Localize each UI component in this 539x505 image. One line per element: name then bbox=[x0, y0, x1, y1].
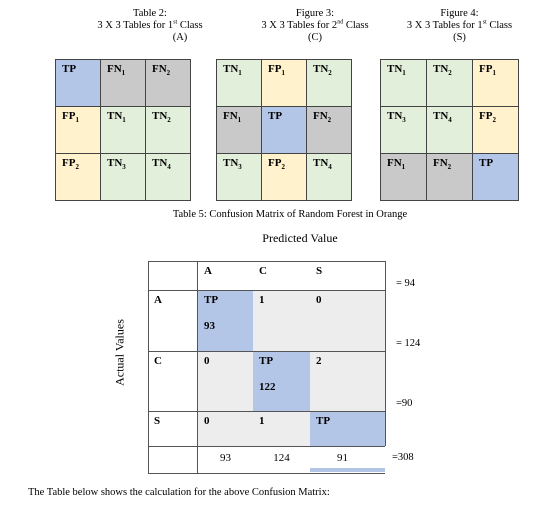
mini-cell: FN2 bbox=[146, 60, 191, 107]
predicted-value-label: Predicted Value bbox=[262, 231, 338, 245]
mini-cell: TN3 bbox=[381, 107, 427, 154]
cell-a-s: 0 bbox=[316, 294, 322, 306]
mini-cell: FP2 bbox=[56, 154, 101, 201]
col-total-a: 93 bbox=[220, 452, 231, 464]
mini-cell: TN1 bbox=[217, 60, 262, 107]
mini-cell: TP bbox=[262, 107, 307, 154]
col-header-a: A bbox=[204, 265, 212, 277]
mini-cell: TN4 bbox=[427, 107, 473, 154]
mini-cell: TP bbox=[56, 60, 101, 107]
mini-cell: FP2 bbox=[473, 107, 519, 154]
col-total-s: 91 bbox=[337, 452, 348, 464]
row-header-a: A bbox=[154, 294, 162, 306]
cell-c-s: 2 bbox=[316, 355, 322, 367]
tp-cell-a: TP 93 bbox=[198, 291, 253, 352]
col-header-s: S bbox=[316, 265, 323, 277]
mini-cell: FN1 bbox=[217, 107, 262, 154]
cell-c-a: 0 bbox=[204, 355, 210, 367]
grand-total: =308 bbox=[392, 452, 414, 463]
table5-caption: Table 5: Confusion Matrix of Random Fore… bbox=[172, 209, 408, 220]
mini-cell: FN1 bbox=[381, 154, 427, 201]
mini-cell: FP1 bbox=[262, 60, 307, 107]
row-total-s: =90 bbox=[396, 398, 413, 409]
tp-cell-s: TP bbox=[310, 412, 385, 446]
bg-row-a bbox=[253, 291, 385, 352]
table-c-grid: TN1 FP1 TN2 FN1 TP FN2 TN3 FP2 TN4 bbox=[216, 59, 352, 201]
mini-cell: FP1 bbox=[473, 60, 519, 107]
row-total-c: = 124 bbox=[396, 338, 421, 349]
mini-cell: FN1 bbox=[101, 60, 146, 107]
mini-cell: TP bbox=[473, 154, 519, 201]
bg-row-c-right bbox=[310, 352, 385, 412]
table2-caption: Table 2: 3 X 3 Tables for 1st Class (A) bbox=[97, 8, 203, 43]
row-header-c: C bbox=[154, 355, 162, 367]
cell-s-a: 0 bbox=[204, 415, 210, 427]
mini-cell: FP1 bbox=[56, 107, 101, 154]
mini-cell: TN2 bbox=[146, 107, 191, 154]
mini-cell: TN2 bbox=[427, 60, 473, 107]
table-s-grid: TN1 TN2 FP1 TN3 TN4 FP2 FN1 FN2 TP bbox=[380, 59, 519, 201]
mini-cell: TN2 bbox=[307, 60, 352, 107]
row-total-a: = 94 bbox=[396, 278, 416, 289]
footer-text: The Table below shows the calculation fo… bbox=[28, 487, 330, 498]
mini-cell: TN1 bbox=[101, 107, 146, 154]
mini-cell: FN2 bbox=[307, 107, 352, 154]
tp-cell-s-tail bbox=[310, 468, 385, 472]
row-header-s: S bbox=[154, 415, 161, 427]
mini-cell: TN1 bbox=[381, 60, 427, 107]
bg-row-s bbox=[198, 412, 310, 446]
table-a-grid: TP FN1 FN2 FP1 TN1 TN2 FP2 TN3 TN4 bbox=[55, 59, 191, 201]
col-total-c: 124 bbox=[273, 452, 290, 464]
mini-cell: TN4 bbox=[146, 154, 191, 201]
bg-row-c-left bbox=[198, 352, 253, 412]
cell-s-c: 1 bbox=[259, 415, 265, 427]
cell-a-c: 1 bbox=[259, 294, 265, 306]
mini-cell: FN2 bbox=[427, 154, 473, 201]
mini-cell: TN4 bbox=[307, 154, 352, 201]
tp-cell-c: TP 122 bbox=[253, 352, 310, 412]
mini-cell: FP2 bbox=[262, 154, 307, 201]
figure3-caption: Figure 3: 3 X 3 Tables for 2nd Class (C) bbox=[261, 8, 369, 43]
mini-cell: TN3 bbox=[101, 154, 146, 201]
mini-cell: TN3 bbox=[217, 154, 262, 201]
col-header-c: C bbox=[259, 265, 267, 277]
figure4-caption: Figure 4: 3 X 3 Tables for 1st Class (S) bbox=[406, 8, 513, 43]
actual-values-label: Actual Values bbox=[112, 319, 127, 386]
